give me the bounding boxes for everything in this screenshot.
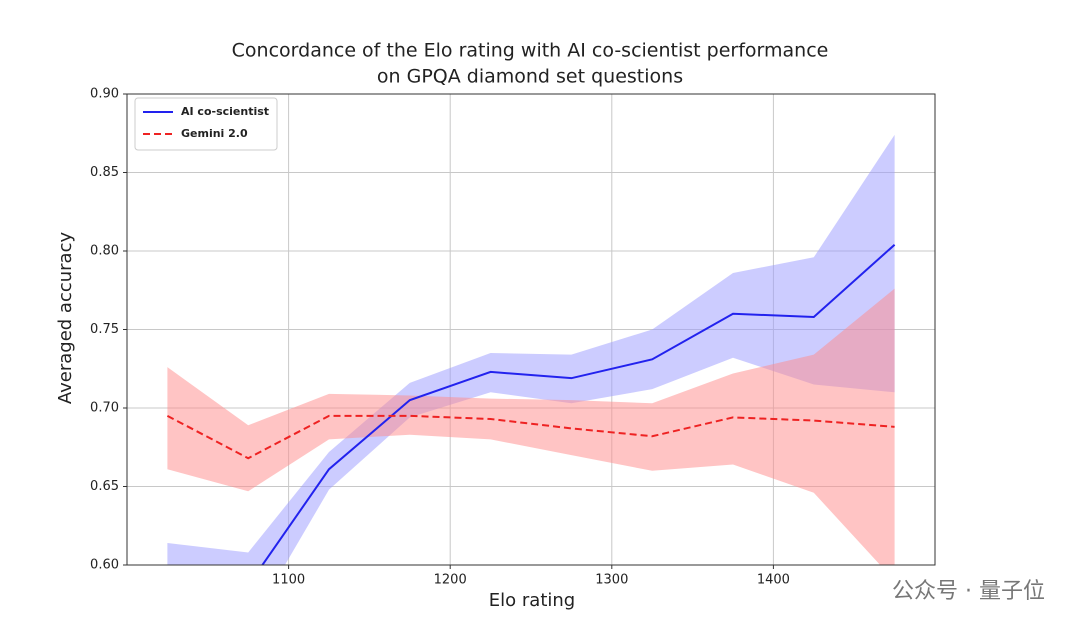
y-tick-label: 0.85 — [90, 165, 119, 180]
confidence-band — [167, 134, 895, 565]
y-tick-label: 0.60 — [90, 558, 119, 573]
chart-title: on GPQA diamond set questions — [377, 66, 683, 88]
y-tick-label: 0.80 — [90, 244, 119, 259]
x-tick-label: 1400 — [757, 573, 790, 588]
chart-title: Concordance of the Elo rating with AI co… — [232, 40, 829, 62]
x-tick-label: 1300 — [595, 573, 628, 588]
x-tick-label: 1200 — [434, 573, 467, 588]
legend-label: Gemini 2.0 — [181, 127, 248, 140]
y-tick-label: 0.90 — [90, 87, 119, 102]
line — [261, 243, 896, 565]
y-tick-label: 0.75 — [90, 322, 119, 337]
line — [166, 414, 895, 460]
legend-label: AI co-scientist — [181, 105, 269, 118]
watermark: 公众号 · 量子位 — [892, 579, 1045, 604]
plot-area — [166, 134, 896, 565]
confidence-band — [167, 288, 895, 565]
y-tick-label: 0.70 — [90, 401, 119, 416]
x-axis-label: Elo rating — [489, 590, 575, 611]
y-axis-label: Averaged accuracy — [55, 232, 76, 405]
x-tick-label: 1100 — [272, 573, 305, 588]
legend: AI co-scientist Gemini 2.0 — [134, 97, 278, 151]
y-tick-label: 0.65 — [90, 479, 119, 494]
